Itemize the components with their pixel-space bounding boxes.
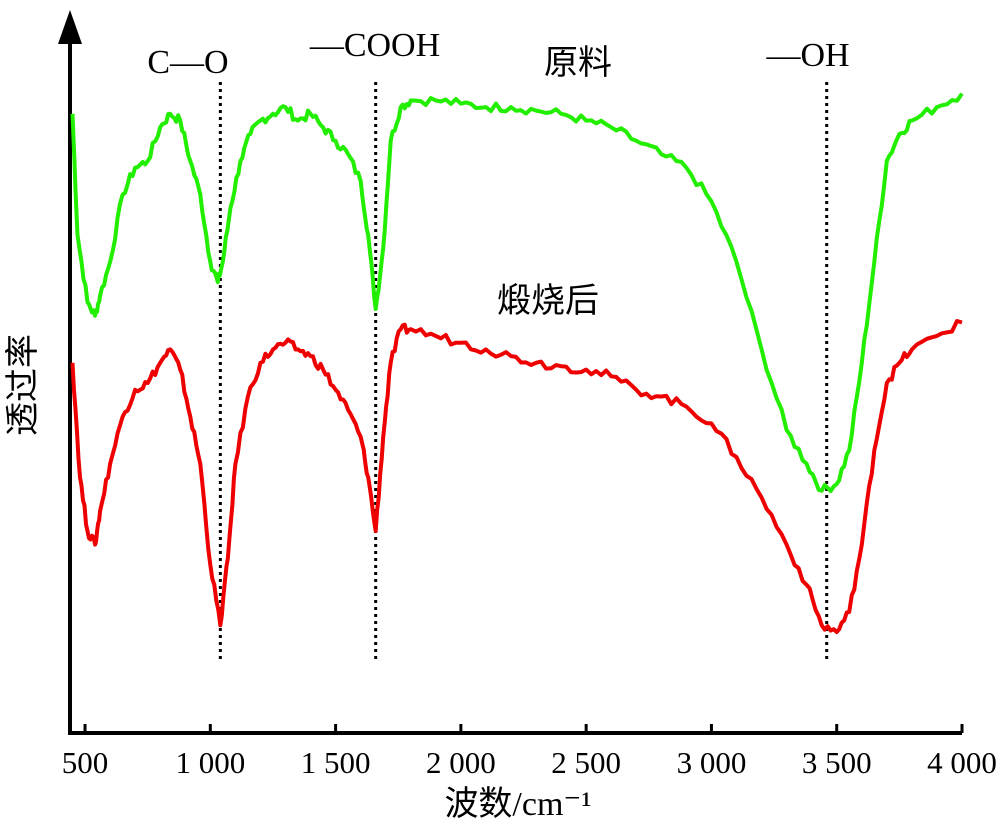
x-tick-label: 4 000 <box>927 745 997 780</box>
x-tick-label: 1 500 <box>301 745 371 780</box>
annotation-c-o: C—O <box>147 44 228 81</box>
series-line-raw <box>70 92 964 494</box>
series-label-calcined: 煅烧后 <box>497 281 599 321</box>
reference-lines <box>218 82 829 662</box>
x-tick-label: 3 500 <box>802 745 872 780</box>
x-tick-label: 500 <box>62 745 109 780</box>
series-line-calcined <box>70 319 963 634</box>
x-axis-label: 波数/cm⁻¹ <box>444 785 591 823</box>
y-axis-arrow <box>58 10 82 44</box>
annotation-cooh: —COOH <box>309 27 440 64</box>
series-label-raw: 原料 <box>544 43 612 83</box>
y-axis-label: 透过率 <box>3 334 43 436</box>
x-tick-label: 1 000 <box>175 745 245 780</box>
x-tick-label: 2 500 <box>551 745 621 780</box>
x-tick-label: 2 000 <box>426 745 496 780</box>
x-tick-label: 3 000 <box>677 745 747 780</box>
annotation-oh: —OH <box>765 37 849 74</box>
x-axis-ticks: 500 1 000 1 500 2 000 2 500 3 000 3 500 4 000 <box>62 724 997 780</box>
series-group <box>70 92 964 634</box>
